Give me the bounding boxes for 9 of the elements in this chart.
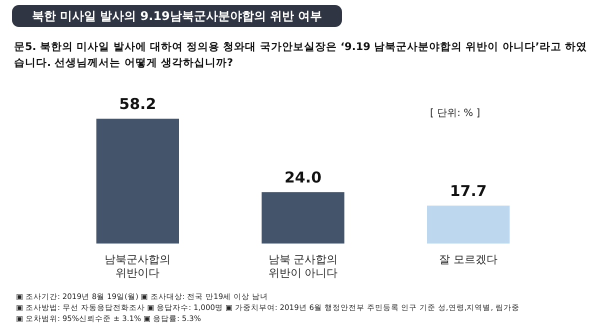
chart-title: 북한 미사일 발사의 9.19남북군사분야합의 위반 여부 [12, 5, 342, 27]
x-tick-label: 남북 군사합의 위반이 아니다 [268, 253, 338, 280]
data-label: 58.2 [119, 95, 156, 114]
annotation: [ 단위: % ] [430, 107, 480, 120]
data-label: 24.0 [284, 168, 322, 186]
chart-subtitle: 문5. 북한의 미사일 발사에 대하여 정의용 청와대 국가안보실장은 ‘9.19 남북군사분야합의 위반이 아니다’라고 하였습니다. 선생님께서는 어떻게 생각하십니까? [14, 40, 588, 71]
data-label: 17.7 [450, 182, 487, 200]
x-tick-label: 잘 모르겠다 [439, 253, 498, 266]
x-tick-label: 남북군사합의 위반이다 [104, 253, 171, 280]
